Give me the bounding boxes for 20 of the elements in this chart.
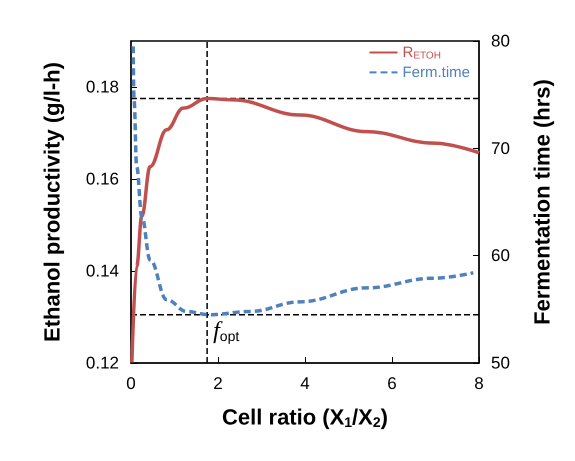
x-axis-title: Cell ratio (X1/X2)	[222, 404, 388, 430]
y-tick-label: 0.14	[86, 262, 119, 280]
x-tick-label: 4	[300, 374, 310, 393]
y-tick-label: 0.18	[86, 78, 119, 96]
legend-label: RETOH	[402, 44, 441, 62]
y2-tick-label: 70	[491, 138, 510, 158]
y2-tick-label: 60	[491, 246, 510, 266]
y-axis-title: Ethanol productivity (g/l-h)	[40, 62, 64, 342]
y2-axis-title: Fermentation time (hrs)	[530, 79, 554, 325]
y-tick-label: 0.16	[86, 170, 119, 188]
x-tick-label: 2	[213, 374, 223, 393]
x-tick-label: 6	[387, 374, 397, 393]
annotation: fopt	[213, 318, 240, 344]
y2-tick-label: 50	[491, 354, 510, 372]
y-tick-label: 0.12	[86, 354, 119, 372]
line-series	[131, 44, 476, 316]
x-tick-label: 0	[126, 374, 136, 393]
x-tick-label: 8	[474, 374, 484, 393]
y2-tick-label: 80	[491, 32, 510, 50]
legend-label: Ferm.time	[402, 64, 470, 81]
